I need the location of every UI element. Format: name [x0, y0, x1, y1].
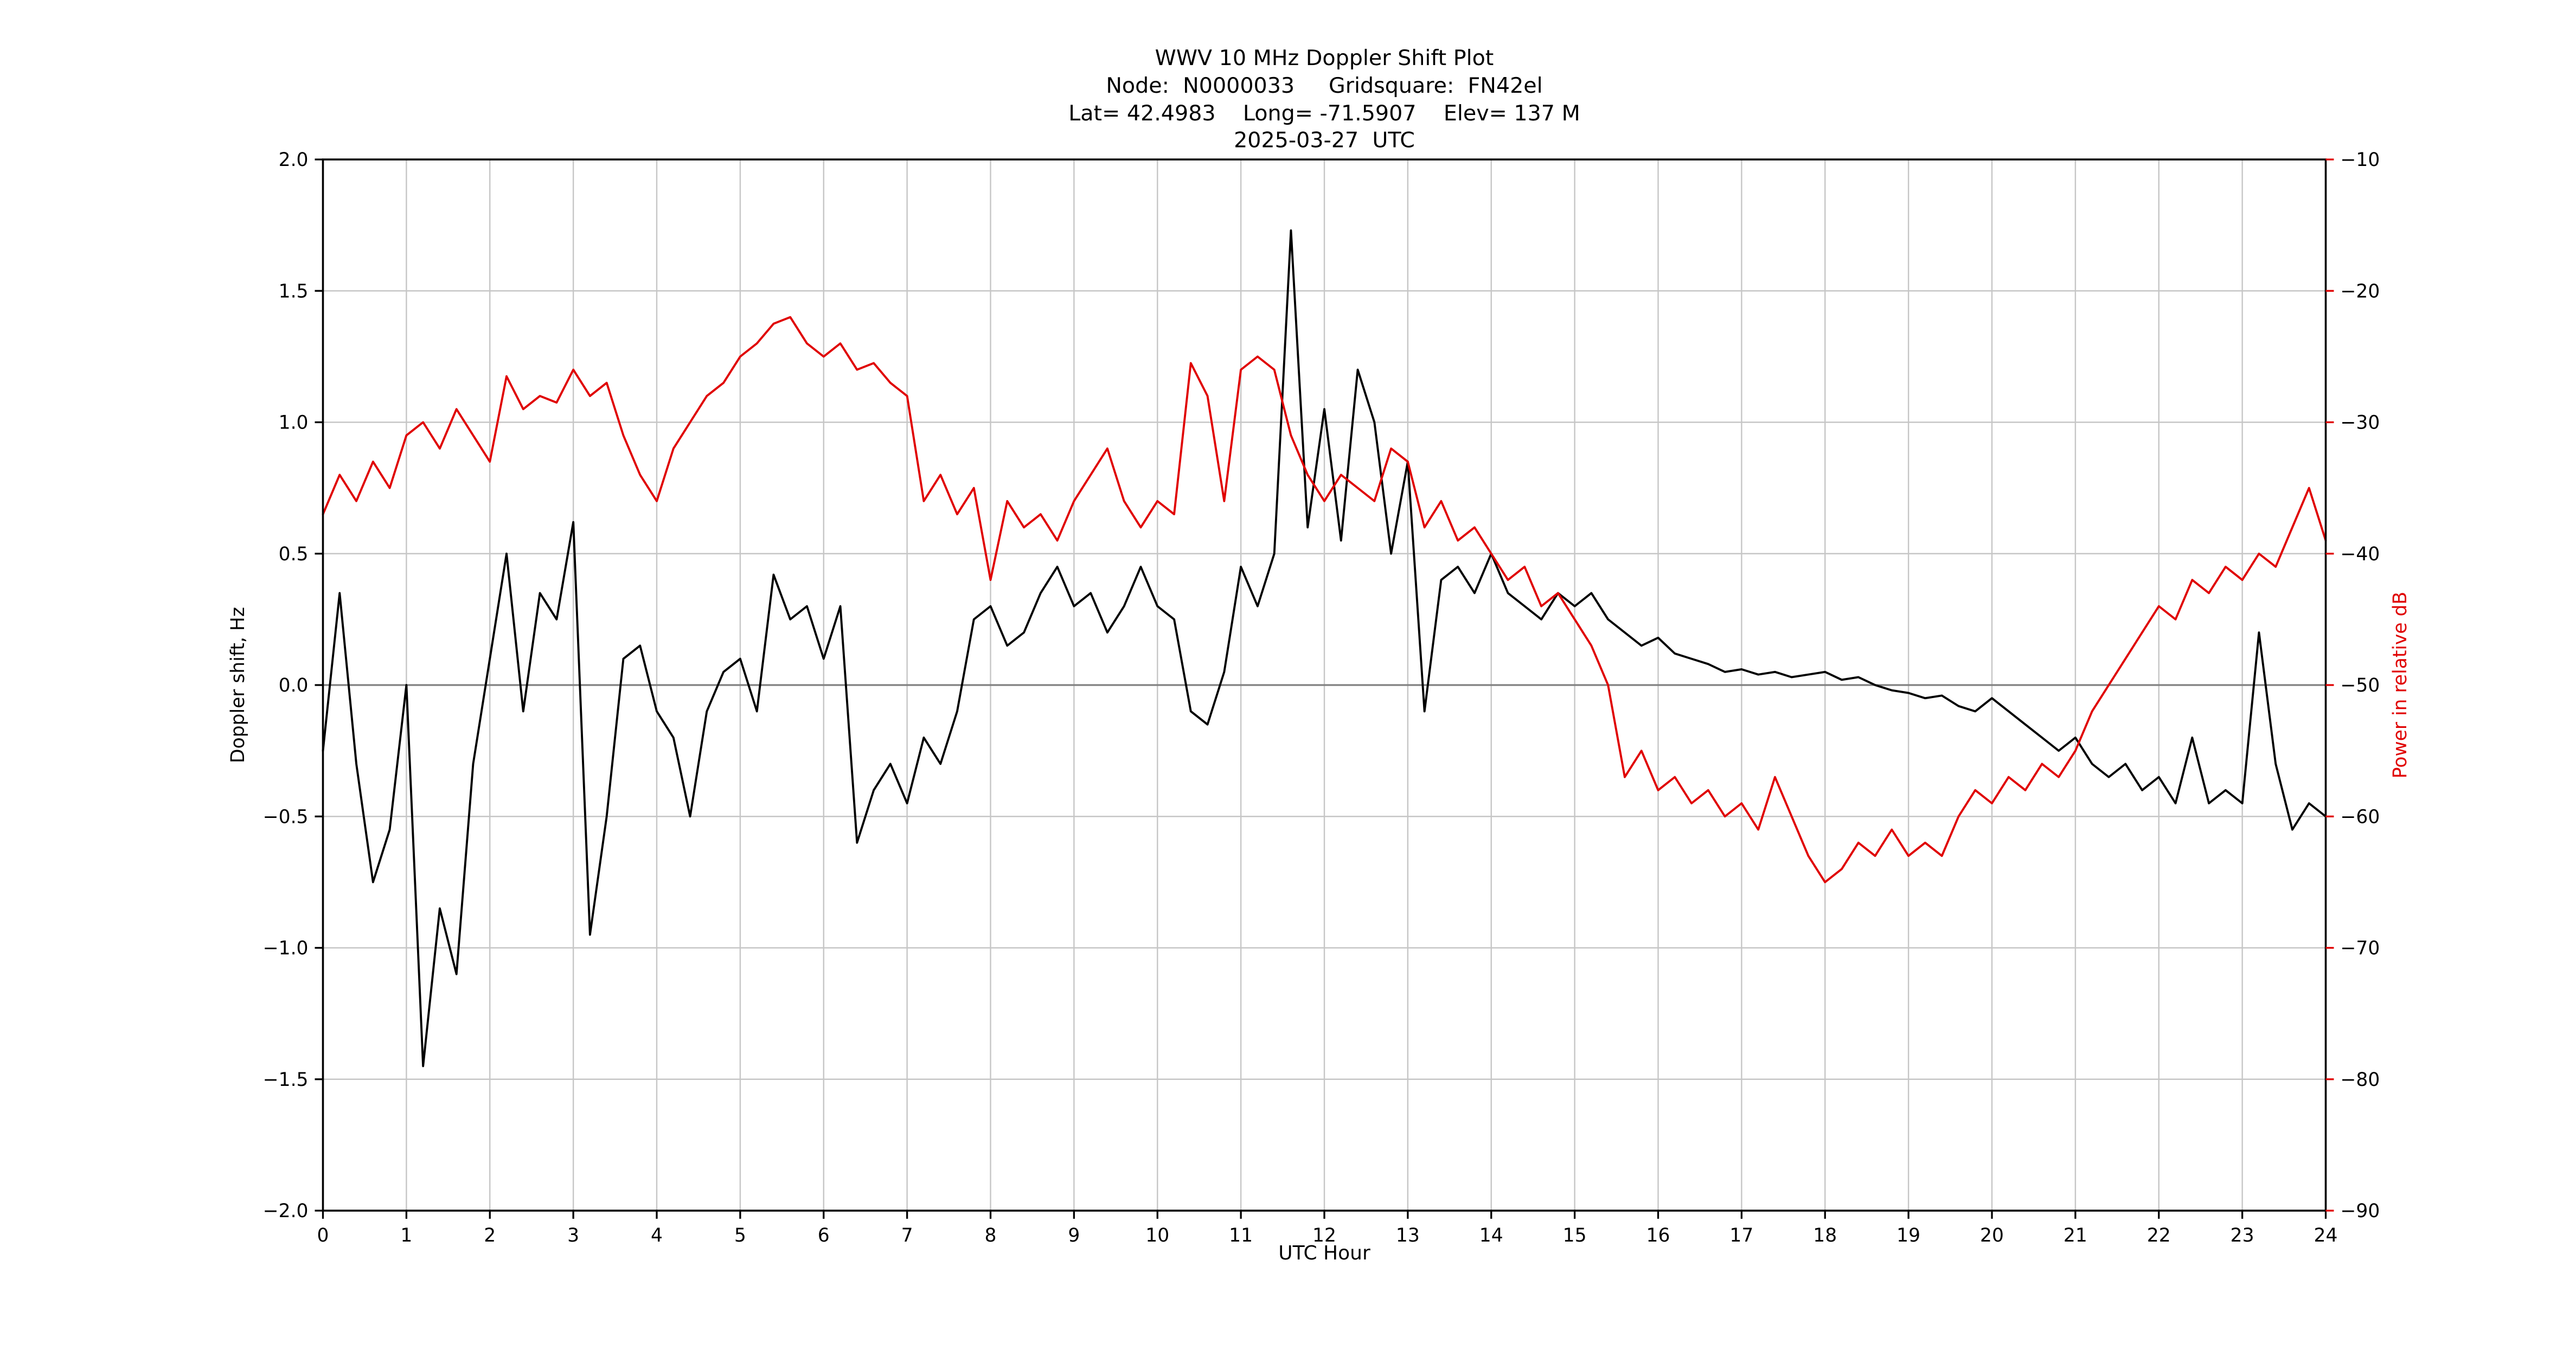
x-tick-label: 6	[818, 1225, 830, 1246]
y-right-tick-label: −90	[2341, 1200, 2380, 1222]
x-tick-label: 4	[651, 1225, 663, 1246]
x-tick-label: 16	[1646, 1225, 1670, 1246]
y-left-tick-label: −1.0	[263, 938, 309, 960]
text-layer: WWV 10 MHz Doppler Shift Plot Node: N000…	[227, 46, 2411, 1264]
x-tick-label: 3	[567, 1225, 579, 1246]
x-axis-label: UTC Hour	[1278, 1242, 1370, 1264]
x-tick-label: 12	[1312, 1225, 1336, 1246]
y-right-tick-label: −20	[2341, 280, 2380, 302]
x-tick-label: 9	[1068, 1225, 1080, 1246]
y-left-tick-label: 1.5	[279, 280, 309, 302]
grid-layer	[322, 158, 2327, 1212]
y-left-tick-label: −1.5	[263, 1069, 309, 1091]
x-tick-label: 15	[1563, 1225, 1587, 1246]
x-tick-label: 10	[1145, 1225, 1169, 1246]
y-right-tick-label: −50	[2341, 675, 2380, 696]
x-tick-label: 23	[2231, 1225, 2254, 1246]
y-left-tick-label: 2.0	[279, 149, 309, 171]
y-axis-label-left: Doppler shift, Hz	[227, 607, 249, 763]
chart-subtitle-node-gridsquare: Node: N0000033 Gridsquare: FN42el	[1106, 73, 1542, 98]
y-right-tick-label: −80	[2341, 1069, 2380, 1091]
chart-subtitle-lat-long-elev: Lat= 42.4983 Long= -71.5907 Elev= 137 M	[1068, 101, 1580, 126]
y-left-tick-label: 0.5	[279, 543, 309, 565]
y-left-tick-label: −2.0	[263, 1200, 309, 1222]
series-layer	[322, 229, 2327, 1067]
x-tick-label: 7	[901, 1225, 913, 1246]
x-tick-label: 1	[400, 1225, 412, 1246]
x-tick-label: 14	[1479, 1225, 1503, 1246]
x-tick-label: 8	[985, 1225, 997, 1246]
x-tick-label: 13	[1396, 1225, 1420, 1246]
x-tick-label: 18	[1813, 1225, 1837, 1246]
x-tick-label: 19	[1896, 1225, 1920, 1246]
y-left-tick-label: −0.5	[263, 806, 309, 828]
x-tick-label: 20	[1980, 1225, 2004, 1246]
x-tick-label: 17	[1729, 1225, 1753, 1246]
y-left-tick-label: 1.0	[279, 412, 309, 434]
chart-title: WWV 10 MHz Doppler Shift Plot	[1155, 46, 1494, 71]
x-tick-label: 21	[2064, 1225, 2087, 1246]
y-left-tick-label: 0.0	[279, 675, 309, 696]
y-axis-label-right: Power in relative dB	[2389, 592, 2411, 778]
x-tick-label: 11	[1229, 1225, 1253, 1246]
y-right-tick-label: −70	[2341, 938, 2380, 960]
y-right-tick-label: −10	[2341, 149, 2380, 171]
x-tick-label: 24	[2314, 1225, 2338, 1246]
x-tick-label: 2	[484, 1225, 496, 1246]
x-tick-label: 5	[734, 1225, 746, 1246]
y-right-tick-label: −30	[2341, 412, 2380, 434]
doppler-series-line	[322, 229, 2327, 1067]
power-series-line	[322, 316, 2327, 884]
x-tick-label: 22	[2147, 1225, 2171, 1246]
chart-subtitle-date-utc: 2025-03-27 UTC	[1234, 128, 1415, 153]
y-right-tick-label: −40	[2341, 543, 2380, 565]
y-right-tick-label: −60	[2341, 806, 2380, 828]
axes-layer: 0 1 2 3 4 5 6 7 8 9 10 11 12 13 14 15 16 17 18 19 20 21 22 23 24…	[263, 149, 2380, 1246]
x-tick-label: 0	[317, 1225, 329, 1246]
